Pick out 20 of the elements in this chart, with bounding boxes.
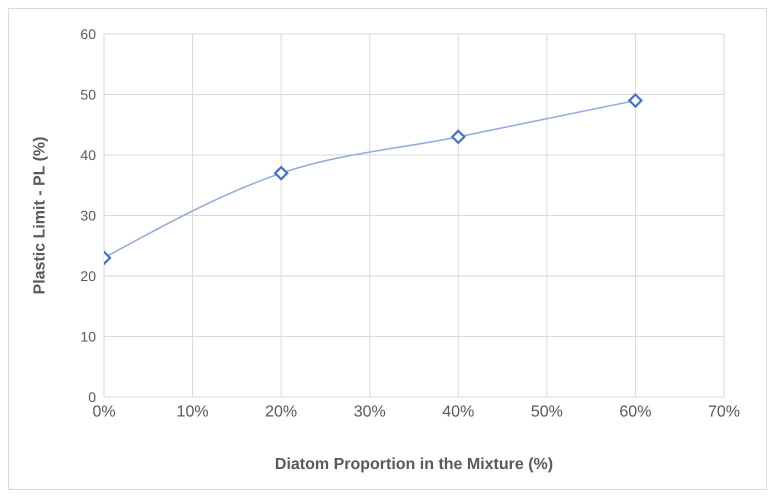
y-axis-title: Plastic Limit - PL (%) [32, 136, 49, 294]
x-tick-label: 40% [442, 403, 474, 420]
point [451, 130, 466, 144]
y-tick-label: 60 [80, 26, 96, 42]
y-tick-label: 20 [80, 268, 96, 284]
y-tick-label: 0 [88, 388, 96, 405]
x-tick-label: 20% [265, 403, 298, 420]
y-tick-label: 50 [80, 86, 96, 102]
y-tick-label: 10 [80, 328, 96, 344]
y-tick-label: 30 [80, 207, 96, 224]
x-tick-label: 60% [619, 403, 652, 420]
x-tick-label: 10% [176, 403, 209, 420]
x-axis-title: Diatom Proportion in the Mixture (%) [274, 456, 554, 473]
point [274, 166, 288, 180]
x-tick-label: 30% [354, 403, 386, 420]
x-tick-label: 0% [92, 403, 116, 420]
x-tick-label: 50% [530, 403, 563, 420]
y-tick-label: 40 [80, 146, 96, 163]
point [628, 93, 643, 108]
x-tick-label: 70% [708, 403, 740, 420]
